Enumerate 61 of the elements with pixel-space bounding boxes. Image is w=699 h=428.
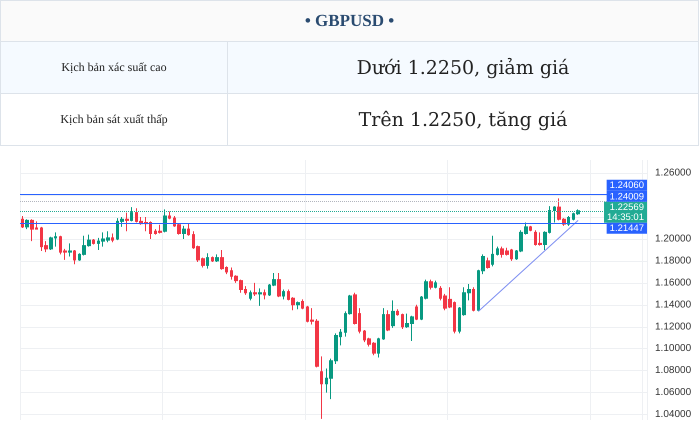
- candlestick: [553, 206, 556, 224]
- y-tick-label: 1.14000: [655, 299, 692, 310]
- candlestick: [125, 212, 129, 232]
- candlestick: [391, 300, 395, 328]
- candlestick: [491, 235, 494, 267]
- y-tick-label: 1.06000: [655, 387, 692, 398]
- y-tick-label: 1.20000: [655, 233, 692, 244]
- candlestick: [486, 257, 490, 270]
- chart-title: • GBPUSD •: [0, 0, 698, 42]
- candlestick: [206, 252, 209, 270]
- candlestick: [296, 301, 300, 310]
- candlestick: [163, 208, 167, 233]
- candlestick: [21, 215, 24, 229]
- text: Dưới 1.2250, giảm giá: [228, 42, 698, 94]
- candlestick: [415, 304, 418, 321]
- candlestick: [434, 280, 437, 289]
- text: Kịch bản xác suất cao: [0, 42, 228, 94]
- candlestick: [301, 298, 304, 310]
- candlestick: [377, 337, 380, 358]
- candlestick: [472, 286, 475, 312]
- candlestick: [258, 288, 262, 306]
- candlestick: [496, 246, 499, 256]
- y-tick-label: 1.10000: [655, 343, 692, 354]
- y-tick-label: 1.16000: [655, 277, 692, 288]
- y-tick-label: 1.18000: [655, 255, 692, 266]
- candlestick: [73, 249, 76, 265]
- candlestick: [401, 313, 404, 330]
- candlestick: [187, 223, 190, 236]
- candlestick: [168, 211, 171, 220]
- ref-line-label: 1.24060: [610, 180, 644, 191]
- candlestick: [111, 233, 114, 243]
- y-tick-label: 1.08000: [655, 365, 692, 376]
- annotation: 1.24009: [610, 191, 644, 202]
- candlestick: [320, 356, 323, 420]
- candlestick: [538, 232, 542, 246]
- candlestick: [49, 236, 53, 250]
- candlestick: [220, 249, 224, 270]
- y-tick-label: 1.26000: [655, 168, 692, 179]
- candlestick: [68, 242, 72, 258]
- y-tick-label: 1.04000: [655, 409, 692, 420]
- candlestick: [92, 238, 95, 245]
- ref-line-label: 1.21447: [610, 222, 644, 234]
- candlestick: [215, 254, 219, 263]
- text: Kịch bản sát xuất thấp: [0, 94, 228, 146]
- candlestick: [182, 225, 186, 240]
- candlestick: [253, 282, 257, 297]
- candlestick: [529, 225, 532, 232]
- candlestick: [158, 224, 162, 234]
- candlestick: [282, 288, 285, 300]
- candlestick: [130, 206, 133, 222]
- candlestick: [429, 279, 433, 290]
- candlestick: [396, 308, 399, 316]
- candlestick: [277, 272, 281, 298]
- candlestick: [386, 310, 390, 332]
- text: Trên 1.2250, tăng giá: [228, 94, 698, 146]
- candlestick: [249, 290, 252, 301]
- y-tick-label: 1.12000: [655, 321, 692, 332]
- candlestick: [263, 288, 266, 300]
- ref-line-label: 1.22569 14:35:01: [607, 202, 644, 223]
- candlestick: [382, 308, 385, 340]
- candlestick: [211, 256, 214, 263]
